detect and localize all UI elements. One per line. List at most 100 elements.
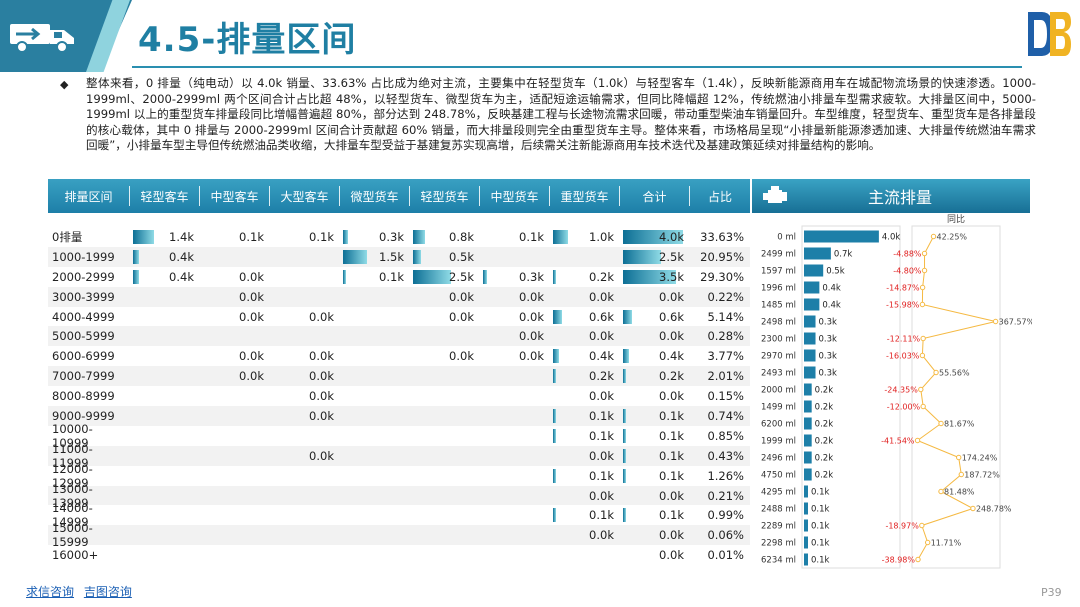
table-cell: 3.77% [707,349,744,364]
cell-bar [133,249,139,264]
category-label: 4295 ml [761,488,796,498]
table-cell [550,247,620,267]
table-cell [200,386,270,406]
bar [804,332,816,345]
table-cell [130,446,200,466]
cell-bar [553,409,556,424]
table-cell: 0.0k [239,309,264,324]
page-title: 4.5-排量区间 [138,20,357,60]
bar-value: 0.1k [811,522,830,532]
bar [804,451,812,464]
bar-value: 0.1k [811,505,830,515]
table-cell: 2.01% [707,369,744,384]
yoy-label: -12.11% [887,335,921,344]
footer-links: 求信咨询 吉图咨询 [26,583,138,600]
cell-bar [623,369,626,384]
cell-bar [623,230,683,244]
table-cell: 0.8k [410,227,480,247]
footer-link-2[interactable]: 吉图咨询 [83,585,132,599]
table-cell [270,505,340,525]
table-cell: 0.0k [309,349,334,364]
table-cell: 0.74% [707,408,744,423]
cell-bar [553,349,559,364]
cell-bar [623,309,632,324]
table-cell: 0.1k [550,426,620,446]
table-cell [480,446,550,466]
cell-bar [133,269,139,284]
bar-value: 0.3k [819,352,838,362]
table-cell [410,366,480,386]
table-cell [130,505,200,525]
table-row: 8000-8999 0.0k 0.0k 0.0k 0.15% [48,386,750,406]
table-cell: 0.21% [707,488,744,503]
cell-bar [413,230,425,244]
table-cell [480,505,550,525]
table-cell [340,545,410,565]
panel-title: 主流排量 [868,188,933,207]
table-cell [200,446,270,466]
bar [804,383,812,396]
bar [804,281,820,294]
yoy-point [924,539,931,546]
table-cell: 0.5k [410,247,480,267]
table-cell: 0.01% [707,548,744,563]
table-cell [200,525,270,545]
table-cell: 0.0k [309,408,334,423]
table-cell [270,545,340,565]
category-label: 6234 ml [761,556,796,566]
row-label: 5000-5999 [52,329,115,344]
bar [804,417,812,430]
displacement-table: 0排量 1.4k 0.1k 0.1k 0.3k 0.8k 0.1k 1.0k 4.0k 33.63… [48,227,750,565]
table-cell [130,525,200,545]
table-cell: 0.0k [519,329,544,344]
bar [804,502,808,515]
category-label: 0 ml [777,233,796,243]
table-row: 10000-10999 0.1k 0.1k 0.85% [48,422,750,450]
bar-value: 4.0k [882,233,901,243]
table-header-cell: 合计 [620,186,690,206]
category-label: 1597 ml [761,267,796,277]
bar [804,298,820,311]
table-row: 3000-3999 0.0k 0.0k 0.0k 0.0k 0.0k 0.22% [48,286,750,307]
cell-bar [623,448,626,463]
category-label: 2488 ml [761,505,796,515]
table-cell: 0.28% [707,329,744,344]
yoy-label: -15.98% [886,301,920,310]
footer-link-1[interactable]: 求信咨询 [26,585,75,599]
table-cell [340,525,410,545]
table-cell: 1.26% [707,468,744,483]
cell-bar [483,269,488,284]
category-label: 1499 ml [761,403,796,413]
bar [804,536,808,549]
row-label: 15000-15999 [52,521,93,550]
table-cell: 0.4k [130,267,200,287]
yoy-point [918,386,924,393]
bar [804,434,812,447]
table-cell [200,545,270,565]
table-cell [410,486,480,506]
row-label: 8000-8999 [52,389,115,404]
page-number: P39 [1041,586,1062,599]
table-cell: 0.2k [550,267,620,287]
table-cell [410,446,480,466]
yoy-label: -12.00% [887,403,921,412]
bar [804,553,808,566]
cell-bar [553,428,556,443]
yoy-label: 367.57% [999,318,1032,327]
table-cell: 0.0k [589,528,614,543]
table-cell: 0.0k [659,389,684,404]
yoy-point [914,437,921,444]
yoy-line [916,236,996,560]
table-row: 13000-13999 0.0k 0.0k 0.21% [48,482,750,510]
category-label: 2493 ml [761,369,796,379]
yoy-label: -4.80% [893,267,922,276]
yoy-point [920,335,926,342]
yoy-point [956,454,962,461]
table-cell [340,326,410,346]
table-cell: 0.1k [620,466,690,486]
table-cell: 0.0k [589,448,614,463]
row-label: 1000-1999 [52,249,115,264]
table-cell [130,386,200,406]
table-cell [340,505,410,525]
table-header-cell: 中型货车 [480,186,550,206]
